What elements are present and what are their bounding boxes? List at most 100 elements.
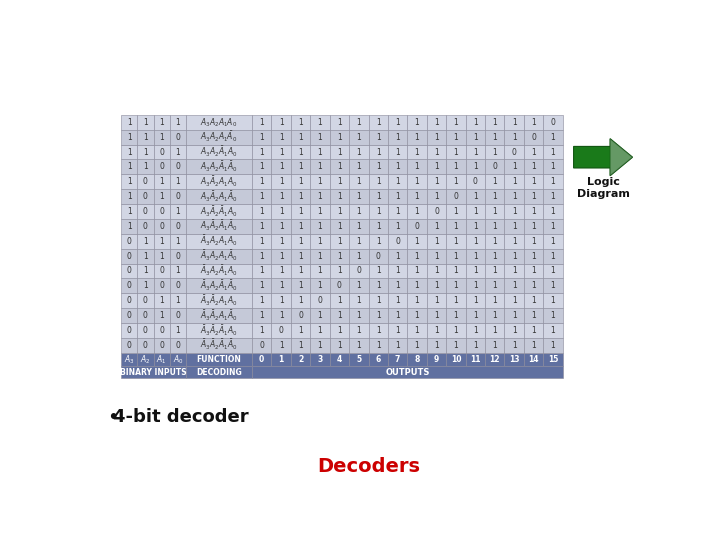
Bar (153, 249, 170, 264)
Text: 1: 1 (473, 222, 477, 231)
Text: 1: 1 (551, 177, 555, 186)
Bar (427, 323, 446, 338)
Bar (388, 338, 408, 353)
Text: 14: 14 (528, 355, 539, 364)
Bar (485, 204, 505, 219)
Text: 0: 0 (298, 311, 303, 320)
Text: 0: 0 (159, 147, 164, 157)
Bar (408, 264, 427, 279)
Bar (485, 234, 505, 249)
Bar (121, 189, 138, 204)
Bar (369, 264, 388, 279)
Bar (170, 308, 186, 323)
Text: 1: 1 (259, 311, 264, 320)
Bar (252, 130, 271, 145)
Bar (186, 204, 252, 219)
Bar (388, 189, 408, 204)
Bar (291, 249, 310, 264)
Bar (408, 249, 427, 264)
Bar (252, 323, 271, 338)
Text: 1: 1 (454, 296, 459, 305)
Bar (186, 234, 252, 249)
Text: 8: 8 (415, 355, 420, 364)
Text: 1: 1 (434, 237, 439, 246)
Bar (485, 338, 505, 353)
Bar (291, 204, 310, 219)
Bar (524, 174, 544, 189)
Bar (466, 204, 485, 219)
Bar (369, 174, 388, 189)
Bar (485, 264, 505, 279)
Bar (524, 279, 544, 293)
Text: 9: 9 (434, 355, 439, 364)
Bar (138, 189, 153, 204)
Text: 1: 1 (454, 326, 459, 335)
Text: 1: 1 (395, 163, 400, 171)
Bar (524, 308, 544, 323)
Text: 1: 1 (531, 118, 536, 127)
Bar (170, 174, 186, 189)
Text: 12: 12 (490, 355, 500, 364)
Text: 0: 0 (279, 326, 284, 335)
Bar (485, 249, 505, 264)
Text: 0: 0 (492, 163, 498, 171)
Bar (170, 323, 186, 338)
Bar (369, 249, 388, 264)
Bar (186, 366, 252, 378)
Text: 1: 1 (395, 118, 400, 127)
Text: 1: 1 (279, 237, 284, 246)
Bar (427, 174, 446, 189)
Bar (170, 189, 186, 204)
Bar (544, 189, 563, 204)
Bar (153, 338, 170, 353)
Bar (138, 145, 153, 159)
Bar (388, 130, 408, 145)
Text: 0: 0 (259, 355, 264, 364)
Text: 1: 1 (279, 133, 284, 141)
Bar (330, 338, 349, 353)
Text: 1: 1 (318, 237, 323, 246)
Text: 1: 1 (492, 177, 497, 186)
Bar (170, 293, 186, 308)
Bar (388, 279, 408, 293)
Bar (271, 159, 291, 174)
Bar (271, 293, 291, 308)
Text: 1: 1 (454, 222, 459, 231)
Text: 1: 1 (454, 281, 459, 291)
Bar (186, 174, 252, 189)
Text: 1: 1 (159, 296, 164, 305)
Bar (408, 115, 427, 130)
Text: 1: 1 (318, 207, 323, 216)
Text: 1: 1 (454, 147, 459, 157)
Text: 1: 1 (512, 192, 516, 201)
Text: 0: 0 (143, 296, 148, 305)
Bar (153, 145, 170, 159)
Text: 0: 0 (259, 341, 264, 350)
Bar (291, 115, 310, 130)
Bar (466, 115, 485, 130)
Text: 1: 1 (356, 192, 361, 201)
Bar (330, 145, 349, 159)
Bar (388, 219, 408, 234)
Text: 1: 1 (279, 222, 284, 231)
Bar (153, 204, 170, 219)
Text: 1: 1 (434, 177, 439, 186)
Bar (252, 174, 271, 189)
Bar (524, 219, 544, 234)
Text: 1: 1 (473, 267, 477, 275)
Bar (544, 323, 563, 338)
Text: 1: 1 (434, 296, 439, 305)
Bar (485, 174, 505, 189)
Bar (544, 204, 563, 219)
Bar (310, 353, 330, 366)
Bar (310, 279, 330, 293)
Text: 1: 1 (415, 252, 420, 261)
Text: 1: 1 (356, 341, 361, 350)
Text: 1: 1 (318, 163, 323, 171)
Bar (408, 145, 427, 159)
Bar (170, 219, 186, 234)
Bar (485, 353, 505, 366)
Text: 1: 1 (454, 118, 459, 127)
Bar (369, 189, 388, 204)
Bar (291, 174, 310, 189)
